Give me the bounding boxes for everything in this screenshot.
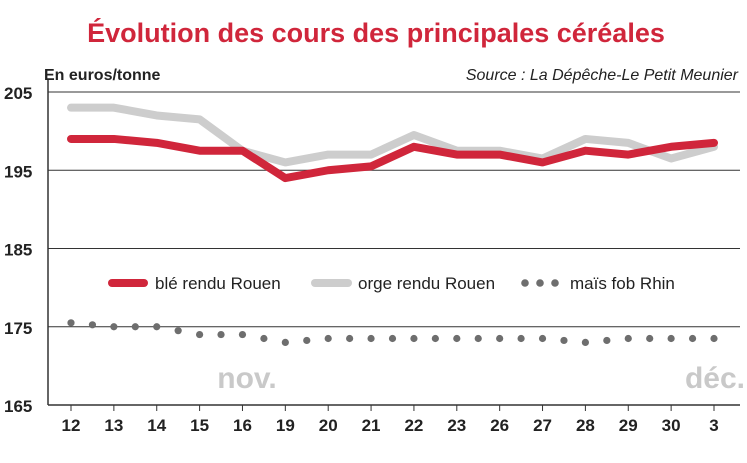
x-tick-label: 12	[62, 416, 81, 435]
x-tick-label: 27	[533, 416, 552, 435]
point-maize	[431, 334, 439, 343]
x-tick-label: 21	[362, 416, 381, 435]
x-tick-label: 26	[490, 416, 509, 435]
point-maize	[581, 338, 590, 346]
point-maize	[667, 334, 675, 343]
point-maize	[260, 334, 268, 343]
point-maize	[131, 323, 139, 331]
point-maize	[217, 330, 225, 339]
point-maize	[646, 334, 654, 343]
x-tick-label: 13	[104, 416, 123, 435]
grid-layer	[48, 91, 740, 328]
y-tick-label-175: 175	[4, 319, 32, 338]
y-tick-label-195: 195	[4, 162, 32, 181]
point-maize	[538, 334, 547, 343]
series-layer	[67, 103, 718, 346]
point-maize	[238, 330, 247, 339]
point-maize	[324, 334, 332, 343]
x-tick-label: 19	[276, 416, 295, 435]
point-maize	[196, 330, 204, 339]
chart-title: Évolution des cours des principales céré…	[87, 17, 665, 48]
point-maize	[303, 336, 311, 345]
point-maize	[453, 334, 461, 343]
month-labels: nov. déc.	[217, 362, 745, 395]
x-tick-label: 23	[447, 416, 466, 435]
axis-layer: 165 175 185 195 205 12 13 14 15 16 19 20 21 22 23 26 27 2…	[4, 80, 740, 435]
point-maize	[496, 334, 504, 343]
point-maize	[560, 336, 568, 345]
series-line-ble	[67, 134, 718, 183]
point-maize	[710, 334, 718, 343]
y-tick-label-205: 205	[4, 84, 32, 103]
point-maize	[517, 334, 525, 343]
y-axis-label: En euros/tonne	[44, 67, 161, 84]
point-maize	[281, 338, 289, 346]
point-maize	[67, 319, 75, 327]
legend-swatch-mais	[551, 279, 559, 287]
point-maize	[174, 327, 182, 335]
point-maize	[603, 336, 611, 345]
point-maize	[410, 334, 418, 343]
legend-label-mais: maïs fob Rhin	[570, 274, 675, 293]
y-tick-label-185: 185	[4, 241, 32, 260]
x-tick-label: 15	[190, 416, 209, 435]
month-label-dec: déc.	[685, 362, 745, 395]
x-tick-label: 28	[576, 416, 595, 435]
series-line-orge	[67, 103, 718, 167]
x-tick-label: 29	[619, 416, 638, 435]
point-maize	[110, 323, 118, 331]
point-maize	[624, 334, 632, 343]
point-maize	[153, 323, 161, 331]
legend-swatch-mais	[521, 279, 529, 287]
x-tick-label: 22	[404, 416, 423, 435]
point-maize	[367, 334, 375, 343]
x-tick-label: 14	[147, 416, 166, 435]
month-label-nov: nov.	[217, 362, 276, 395]
y-tick-label-165: 165	[4, 397, 32, 416]
point-maize	[474, 334, 482, 343]
x-tick-label: 20	[319, 416, 338, 435]
legend-label-orge: orge rendu Rouen	[358, 274, 495, 293]
legend-label-ble: blé rendu Rouen	[155, 274, 281, 293]
legend-swatch-mais	[536, 279, 544, 287]
point-maize	[688, 334, 697, 343]
legend: blé rendu Rouen orge rendu Rouen maïs fob …	[108, 274, 675, 293]
x-tick-label: 16	[233, 416, 252, 435]
point-maize	[346, 334, 354, 343]
source-note: Source : La Dépêche-Le Petit Meunier	[466, 67, 739, 84]
x-tick-label: 3	[709, 416, 718, 435]
x-tick-label: 30	[662, 416, 681, 435]
point-maize	[388, 334, 397, 343]
point-maize	[88, 321, 97, 329]
